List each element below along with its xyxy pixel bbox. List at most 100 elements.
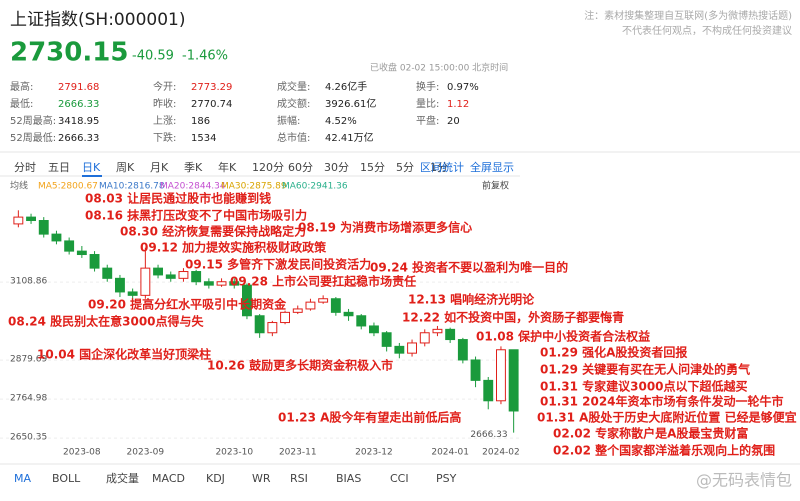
- candle-body: [64, 240, 75, 252]
- candle-body: [457, 339, 468, 361]
- tool-link[interactable]: 全屏显示: [470, 160, 514, 174]
- period-tab[interactable]: 季K: [184, 161, 203, 174]
- candle-body: [102, 267, 113, 279]
- candle-body: [356, 315, 367, 327]
- period-tab[interactable]: 年K: [218, 160, 237, 174]
- stat-label: 量比:: [416, 98, 439, 110]
- x-tick-label: 2023-09: [127, 448, 165, 458]
- candle-body: [203, 281, 214, 286]
- period-tab[interactable]: 日K: [82, 161, 101, 174]
- period-tab[interactable]: 5分: [396, 161, 414, 174]
- candle-body: [51, 233, 62, 242]
- candle-body: [280, 311, 290, 324]
- y-tick-label: 2764.98: [10, 394, 47, 404]
- candle-body: [432, 328, 443, 334]
- annotation: 08.19 为消费市场增添更多信心: [298, 220, 472, 235]
- indicator-tab[interactable]: BOLL: [52, 472, 81, 485]
- candle-body: [89, 254, 100, 269]
- status: 已收盘 02-02 15:00:00 北京时间: [370, 62, 508, 74]
- ma-item: MA60:2941.36: [282, 182, 348, 192]
- annotation: 01.31 A股处于历史大底附近位置 已经是够便宜: [537, 410, 797, 425]
- stat-value: 2666.33: [58, 133, 99, 144]
- y-tick-label: 3108.86: [10, 277, 47, 287]
- x-tick-label: 2024-02: [482, 448, 520, 458]
- stat-value: 1534: [191, 133, 216, 144]
- candle-body: [267, 322, 278, 334]
- indicator-tab[interactable]: PSY: [436, 472, 457, 485]
- period-tab[interactable]: 15分: [360, 161, 385, 174]
- stat-value: 186: [191, 116, 210, 127]
- candle-body: [381, 332, 392, 347]
- stat-label: 今开:: [153, 80, 176, 93]
- candle-body: [76, 250, 87, 256]
- stat-label: 总市值:: [277, 131, 310, 144]
- stat-label: 成交量:: [277, 80, 310, 93]
- stat-value: 4.52%: [325, 116, 357, 127]
- x-tick-label: 2023-12: [355, 448, 393, 458]
- annotation: 02.02 整个国家都洋溢着乐观向上的氛围: [553, 443, 775, 458]
- stat-label: 最高:: [10, 80, 33, 93]
- price: 2730.15: [10, 38, 128, 68]
- annotation: 02.02 专家称散户是A股最宝贵财富: [553, 426, 748, 441]
- stat-value: 4.26亿手: [325, 80, 367, 93]
- stat-value: 1.12: [447, 99, 469, 110]
- period-tab[interactable]: 30分: [324, 161, 349, 174]
- stat-value: 3926.61亿: [325, 97, 376, 110]
- period-tab[interactable]: 分时: [14, 161, 36, 174]
- change-pct: -1.46%: [182, 49, 228, 64]
- annotation: 08.16 抹黑打压改变不了中国市场吸引力: [85, 208, 307, 223]
- annotation: 10.04 国企深化改革当好顶梁柱: [37, 347, 211, 362]
- stat-label: 上涨:: [153, 115, 176, 127]
- stat-value: 2773.29: [191, 82, 232, 93]
- period-tab[interactable]: 月K: [150, 161, 169, 174]
- candle-body: [318, 298, 329, 303]
- annotation: 08.24 股民别太在意3000点得与失: [8, 314, 205, 329]
- annotation: 01.23 A股今年有望走出前低后高: [278, 410, 461, 425]
- candle-body: [483, 379, 494, 402]
- candle-body: [330, 298, 341, 313]
- indicator-tab[interactable]: MA: [14, 472, 31, 485]
- annotation: 01.31 2024年资本市场有条件发动一轮牛市: [540, 394, 784, 409]
- period-tab[interactable]: 五日: [48, 161, 70, 174]
- period-tab[interactable]: 周K: [116, 161, 135, 174]
- candle-body: [191, 271, 202, 283]
- stat-label: 下跌:: [153, 131, 176, 144]
- title: 上证指数(SH:000001): [10, 10, 185, 30]
- stat-label: 换手:: [416, 80, 439, 93]
- candle-body: [178, 271, 189, 279]
- candle-body: [13, 216, 24, 225]
- period-tab[interactable]: 60分: [288, 161, 313, 174]
- stat-label: 昨收:: [153, 97, 176, 110]
- indicator-tab[interactable]: 成交量: [106, 471, 139, 485]
- indicator-tab[interactable]: KDJ: [206, 472, 225, 485]
- annotation: 12.13 唱响经济光明论: [408, 292, 535, 307]
- indicator-tab[interactable]: RSI: [290, 472, 308, 485]
- candle-body: [242, 284, 252, 317]
- annotation: 09.20 提高分红水平吸引中长期资金: [88, 297, 287, 312]
- candle-body: [26, 216, 36, 222]
- y-tick-label: 2650.35: [10, 433, 47, 443]
- indicator-tab[interactable]: BIAS: [336, 472, 361, 485]
- candle-body: [292, 308, 303, 313]
- annotation: 12.22 如不投资中国，外资肠子都要悔青: [402, 310, 624, 325]
- stat-value: 2791.68: [58, 82, 99, 93]
- indicator-tab[interactable]: CCI: [390, 472, 409, 485]
- candle-body: [153, 267, 163, 276]
- candle-body: [38, 220, 49, 235]
- indicator-tab[interactable]: WR: [252, 472, 271, 485]
- period-tab[interactable]: 120分: [252, 161, 284, 174]
- note: 注：素材搜集整理自互联网(多为微博热搜话题): [584, 9, 792, 22]
- annotation: 01.29 关键要有买在无人问津处的勇气: [540, 362, 750, 377]
- stat-label: 振幅:: [277, 114, 300, 127]
- note: 不代表任何观点，不构成任何投资建议: [622, 24, 792, 37]
- stat-value: 2770.74: [191, 99, 232, 110]
- y-tick-label: 2879.69: [10, 355, 47, 365]
- candle-body: [419, 332, 430, 344]
- indicator-tab[interactable]: MACD: [152, 472, 185, 485]
- candle-body: [369, 325, 379, 334]
- period-tab[interactable]: 1分: [430, 161, 448, 174]
- tool-link[interactable]: 区间统计: [420, 161, 464, 174]
- stat-label: 成交额:: [277, 97, 310, 110]
- candle-body: [470, 359, 481, 381]
